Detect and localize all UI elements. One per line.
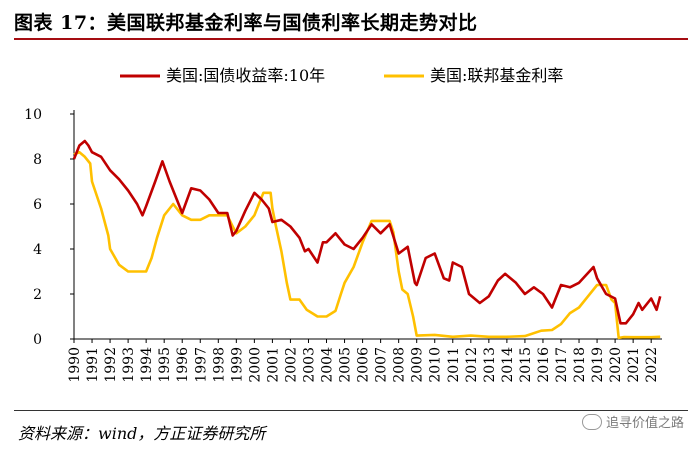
x-tick-label: 2008: [392, 347, 408, 383]
x-tick-label: 2005: [338, 347, 354, 383]
x-tick-label: 1992: [103, 347, 119, 383]
x-tick-label: 2020: [608, 347, 624, 383]
y-tick-label: 0: [33, 332, 42, 348]
x-tick-label: 1995: [157, 347, 173, 383]
x-tick-label: 2010: [428, 347, 444, 383]
watermark: 追寻价值之路: [581, 412, 684, 431]
source-note: 资料来源：wind，方正证券研究所: [18, 424, 266, 443]
y-tick-label: 4: [33, 242, 42, 258]
x-tick-label: 2019: [590, 347, 606, 383]
x-tick-label: 2009: [410, 347, 426, 383]
x-tick-label: 2013: [482, 347, 498, 383]
x-tick-label: 1997: [193, 347, 209, 383]
x-tick-label: 2002: [283, 347, 299, 383]
x-tick-label: 1994: [139, 347, 155, 383]
legend-item-fed-funds-label: 美国:联邦基金利率: [430, 66, 563, 85]
x-tick-label: 2003: [301, 347, 317, 383]
x-tick-label: 1998: [211, 347, 227, 383]
x-tick-label: 1993: [121, 347, 137, 383]
y-tick-label: 2: [33, 287, 42, 303]
x-tick-label: 2006: [356, 347, 372, 383]
x-tick-label: 2022: [644, 347, 660, 383]
x-tick-label: 2004: [320, 347, 336, 383]
x-tick-label: 2021: [626, 347, 642, 383]
x-tick-label: 1996: [175, 347, 191, 383]
treasury-10y-line: [72, 139, 662, 325]
x-tick-label: 1990: [67, 347, 83, 383]
x-tick-label: 2015: [518, 347, 534, 383]
x-tick-label: 2011: [446, 347, 462, 383]
x-tick-label: 1991: [85, 347, 101, 383]
chart-title: 图表 17：美国联邦基金利率与国债利率长期走势对比: [14, 12, 478, 34]
footer-divider: [14, 410, 688, 411]
x-tick-label: 2014: [500, 347, 516, 383]
y-tick-label: 6: [33, 197, 42, 213]
legend-item-treasury-label: 美国:国债收益率:10年: [166, 66, 325, 85]
x-tick-label: 2016: [536, 347, 552, 383]
x-tick-label: 2007: [374, 347, 390, 383]
x-tick-label: 2001: [265, 347, 281, 383]
wechat-icon: [581, 413, 602, 430]
x-tick-label: 2012: [464, 347, 480, 383]
y-tick-label: 8: [33, 152, 42, 168]
fed-funds-rate-line: [73, 150, 661, 340]
x-tick-label: 1999: [229, 347, 245, 383]
watermark-text: 追寻价值之路: [605, 416, 684, 431]
y-tick-label: 10: [24, 107, 42, 123]
legend: 美国:国债收益率:10年 美国:联邦基金利率: [120, 66, 563, 85]
x-tick-label: 2018: [572, 347, 588, 383]
series-layer: [72, 139, 662, 340]
title-divider: [14, 38, 688, 40]
x-tick-label: 2017: [554, 347, 570, 383]
x-tick-label: 2000: [247, 347, 263, 383]
